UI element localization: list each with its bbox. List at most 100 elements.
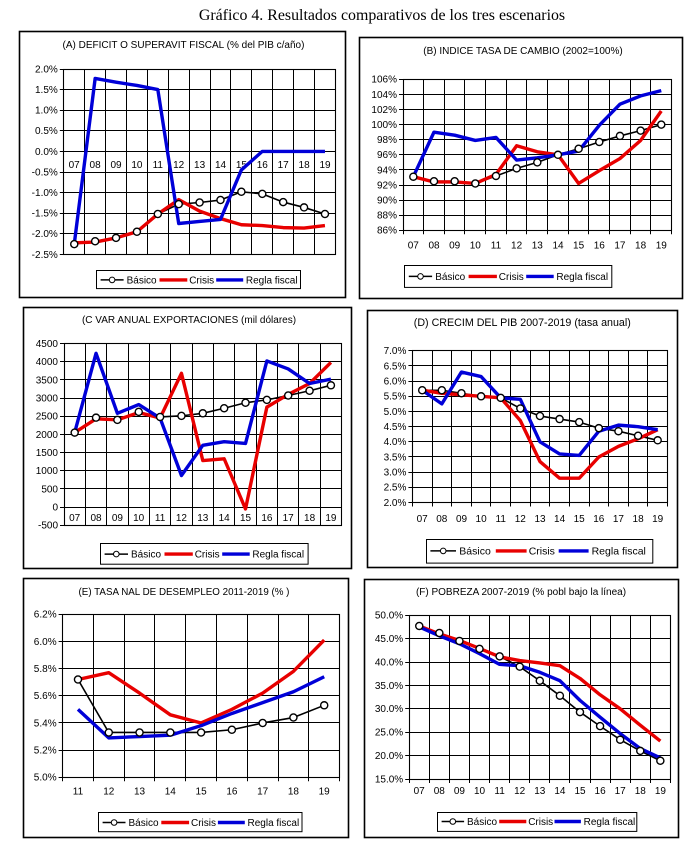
svg-text:10: 10 (474, 786, 486, 797)
svg-text:08: 08 (434, 786, 446, 797)
svg-text:94%: 94% (377, 165, 397, 176)
svg-text:15: 15 (574, 514, 586, 525)
svg-text:4000: 4000 (36, 357, 59, 368)
svg-text:08: 08 (428, 241, 440, 252)
svg-text:12: 12 (511, 241, 523, 252)
svg-text:92%: 92% (377, 180, 397, 191)
svg-text:08: 08 (90, 160, 102, 171)
svg-text:Regla fiscal: Regla fiscal (584, 817, 636, 828)
svg-text:Regla fiscal: Regla fiscal (252, 550, 304, 561)
svg-text:Regla fiscal: Regla fiscal (592, 545, 646, 557)
svg-text:09: 09 (449, 241, 461, 252)
svg-text:08: 08 (436, 514, 448, 525)
svg-text:6.0%: 6.0% (384, 377, 407, 388)
svg-text:2.5%: 2.5% (384, 483, 407, 494)
svg-text:6.5%: 6.5% (384, 361, 407, 372)
svg-text:10: 10 (476, 514, 488, 525)
svg-text:18: 18 (299, 160, 311, 171)
svg-text:11: 11 (494, 786, 505, 797)
svg-text:3.0%: 3.0% (384, 468, 407, 479)
svg-text:2.0%: 2.0% (35, 64, 58, 75)
svg-text:07: 07 (417, 514, 429, 525)
svg-text:-2.0%: -2.0% (32, 229, 58, 240)
svg-text:10: 10 (133, 513, 145, 524)
svg-text:Crisis: Crisis (529, 545, 555, 557)
svg-text:18: 18 (635, 241, 647, 252)
svg-text:4.0%: 4.0% (384, 437, 407, 448)
svg-text:17: 17 (614, 241, 626, 252)
svg-text:Crisis: Crisis (189, 275, 214, 286)
svg-text:-2.5%: -2.5% (32, 250, 58, 261)
svg-text:4500: 4500 (36, 339, 59, 350)
svg-text:-0.5%: -0.5% (32, 167, 58, 178)
svg-text:19: 19 (319, 160, 331, 171)
svg-text:10: 10 (131, 160, 143, 171)
svg-text:11: 11 (153, 160, 164, 171)
svg-text:14: 14 (215, 160, 227, 171)
svg-text:18: 18 (633, 514, 645, 525)
svg-text:98%: 98% (377, 135, 397, 146)
svg-text:3.5%: 3.5% (384, 452, 407, 463)
svg-text:15: 15 (240, 513, 252, 524)
svg-text:25.0%: 25.0% (375, 728, 403, 739)
svg-text:16: 16 (257, 160, 269, 171)
svg-text:5.4%: 5.4% (34, 718, 57, 729)
svg-text:(C VAR ANUAL EXPORTACIONES (mi: (C VAR ANUAL EXPORTACIONES (mil dólares) (82, 315, 296, 326)
svg-text:19: 19 (325, 513, 337, 524)
svg-text:86%: 86% (377, 226, 397, 237)
svg-text:Básico: Básico (435, 272, 465, 283)
svg-text:13: 13 (532, 241, 544, 252)
svg-text:6.0%: 6.0% (34, 637, 57, 648)
svg-text:1.0%: 1.0% (35, 106, 58, 117)
svg-text:16: 16 (594, 241, 606, 252)
svg-text:(A) DEFICIT O SUPERAVIT FISCAL: (A) DEFICIT O SUPERAVIT FISCAL (% del PI… (63, 40, 305, 51)
svg-text:18: 18 (288, 786, 300, 797)
svg-text:11: 11 (155, 513, 166, 524)
svg-text:106%: 106% (371, 75, 397, 86)
svg-text:13: 13 (134, 786, 146, 797)
svg-text:13: 13 (534, 786, 546, 797)
svg-text:14: 14 (219, 513, 231, 524)
svg-text:12: 12 (515, 514, 527, 525)
svg-text:45.0%: 45.0% (375, 634, 403, 645)
svg-text:1000: 1000 (36, 466, 59, 477)
svg-text:17: 17 (283, 513, 295, 524)
svg-text:5.5%: 5.5% (384, 392, 407, 403)
svg-text:16: 16 (593, 514, 605, 525)
svg-text:0.5%: 0.5% (35, 126, 58, 137)
svg-text:16: 16 (261, 513, 273, 524)
svg-text:14: 14 (552, 241, 564, 252)
svg-text:5.8%: 5.8% (34, 664, 57, 675)
svg-text:102%: 102% (371, 105, 397, 116)
svg-text:6.2%: 6.2% (34, 610, 57, 621)
svg-text:19: 19 (656, 241, 668, 252)
svg-text:07: 07 (408, 241, 420, 252)
svg-text:(B) INDICE TASA DE CAMBIO (200: (B) INDICE TASA DE CAMBIO (2002=100%) (423, 46, 622, 57)
svg-text:07: 07 (69, 160, 81, 171)
svg-text:09: 09 (110, 160, 122, 171)
svg-text:12: 12 (176, 513, 188, 524)
svg-text:Regla fiscal: Regla fiscal (246, 275, 298, 286)
svg-text:5.0%: 5.0% (34, 773, 57, 784)
svg-text:2.0%: 2.0% (384, 498, 407, 509)
svg-text:(E) TASA NAL DE DESEMPLEO 2011: (E) TASA NAL DE DESEMPLEO 2011-2019 (% ) (79, 587, 290, 598)
svg-text:16: 16 (226, 786, 238, 797)
svg-text:1.5%: 1.5% (35, 85, 58, 96)
svg-text:500: 500 (41, 484, 58, 495)
svg-text:Regla fiscal: Regla fiscal (556, 272, 608, 283)
svg-text:15: 15 (236, 160, 248, 171)
svg-text:3500: 3500 (36, 375, 59, 386)
svg-text:1500: 1500 (36, 448, 59, 459)
svg-text:0.0%: 0.0% (35, 147, 58, 158)
svg-text:11: 11 (491, 241, 502, 252)
svg-text:18: 18 (635, 786, 647, 797)
svg-text:11: 11 (496, 514, 507, 525)
svg-text:(F) POBREZA 2007-2019 (% pobl: (F) POBREZA 2007-2019 (% pobl bajo la lí… (416, 587, 626, 598)
svg-text:Gráfico 4. Resultados comparat: Gráfico 4. Resultados comparativos de lo… (199, 7, 565, 24)
svg-text:4.5%: 4.5% (384, 422, 407, 433)
svg-text:Regla fiscal: Regla fiscal (248, 818, 300, 829)
svg-text:18: 18 (304, 513, 316, 524)
svg-text:19: 19 (652, 514, 664, 525)
svg-text:Crisis: Crisis (499, 272, 524, 283)
svg-text:08: 08 (90, 513, 102, 524)
